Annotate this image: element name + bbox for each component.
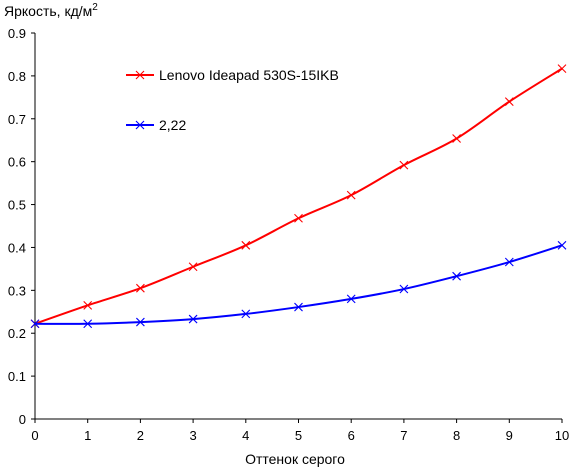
data-point: [557, 240, 567, 250]
data-point: [241, 240, 251, 250]
y-tick-label: 0.2: [8, 326, 26, 341]
y-tick-label: 0: [19, 412, 26, 427]
x-tick-label: 2: [137, 428, 144, 443]
legend-label: Lenovo Ideapad 530S-15IKB: [159, 67, 339, 83]
series-layer: [30, 64, 567, 329]
data-point: [136, 283, 145, 293]
y-tick-label: 0.9: [8, 26, 26, 41]
x-tick-label: 6: [348, 428, 355, 443]
data-point: [294, 213, 303, 223]
series-1: [30, 64, 567, 329]
y-tick-label: 0.7: [8, 112, 26, 127]
axes: 0 0.1 0.2 0.3 0.4 0.5 0.6 0.7 0.8 0.9 0 1 2 3 4 5 6 7 8 9 10: [8, 26, 569, 443]
legend-item: 2,22: [126, 117, 186, 133]
y-tick-label: 0.8: [8, 69, 26, 84]
legend-item: Lenovo Ideapad 530S-15IKB: [126, 67, 339, 83]
legend-label: 2,22: [159, 117, 186, 133]
y-tick-label: 0.5: [8, 198, 26, 213]
data-point: [504, 257, 514, 267]
data-point: [346, 190, 356, 200]
y-axis-title: Яркость, кд/м2: [4, 2, 98, 19]
data-point: [294, 302, 303, 312]
x-tick-label: 7: [400, 428, 407, 443]
x-tick-label: 4: [242, 428, 249, 443]
series-line: [34, 244, 563, 325]
data-point: [188, 314, 198, 324]
series-2: [30, 240, 567, 329]
data-point: [30, 319, 40, 329]
y-tick-label: 0.4: [8, 240, 26, 255]
legend-marker: [135, 70, 145, 80]
x-tick-label: 10: [555, 428, 569, 443]
x-axis-title: Оттенок серого: [245, 451, 345, 467]
x-tick-label: 3: [189, 428, 196, 443]
data-point: [83, 300, 93, 310]
x-tick-label: 9: [506, 428, 513, 443]
y-tick-label: 0.6: [8, 155, 26, 170]
data-point: [399, 284, 409, 294]
data-point: [452, 134, 461, 143]
data-point: [188, 262, 198, 272]
y-tick-label: 0.3: [8, 283, 26, 298]
data-point: [504, 97, 514, 107]
data-point: [557, 64, 567, 73]
x-tick-label: 5: [295, 428, 302, 443]
data-point: [452, 271, 461, 281]
legend-marker: [135, 120, 145, 130]
legend: Lenovo Ideapad 530S-15IKB 2,22: [126, 67, 339, 133]
data-point: [136, 317, 145, 327]
data-point: [241, 309, 251, 319]
data-point: [83, 319, 93, 329]
x-tick-label: 0: [31, 428, 38, 443]
y-tick-label: 0.1: [8, 369, 26, 384]
data-point: [399, 160, 409, 170]
series-line: [34, 67, 563, 325]
x-tick-label: 8: [453, 428, 460, 443]
data-point: [346, 294, 356, 304]
x-tick-label: 1: [84, 428, 91, 443]
